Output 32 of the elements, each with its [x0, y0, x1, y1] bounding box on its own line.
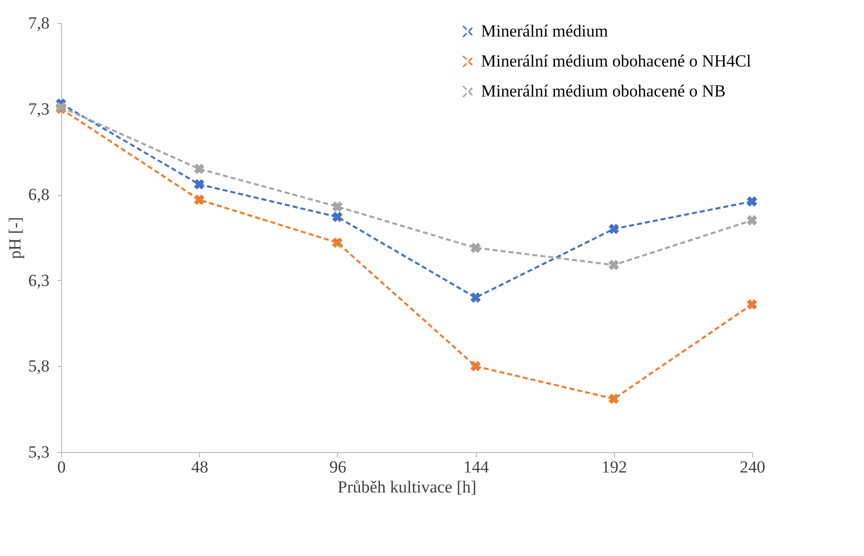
x-tick-label: 0: [57, 458, 66, 476]
point: [608, 260, 619, 270]
y-tick-label: 5,3: [28, 442, 50, 462]
point: [332, 201, 343, 212]
legend-label: Minerální médium obohacené o NH4Cl: [481, 52, 752, 70]
y-tick-label: 7,8: [28, 14, 50, 32]
legend-label: Minerální médium obohacené o NB: [481, 82, 726, 100]
point: [746, 215, 758, 226]
point: [470, 361, 481, 372]
x-tick-label: 48: [191, 458, 208, 476]
y-tick-label: 7,3: [28, 99, 50, 118]
y-axis-title: pH [-]: [5, 216, 24, 260]
point: [746, 299, 758, 310]
point: [608, 394, 619, 404]
point: [194, 194, 204, 205]
point: [194, 164, 204, 174]
point: [746, 196, 758, 207]
point: [470, 242, 481, 253]
point: [194, 179, 204, 190]
y-tick-label: 5,8: [28, 356, 50, 376]
point: [470, 292, 481, 303]
x-tick-label: 240: [740, 458, 766, 476]
point: [332, 212, 343, 222]
x-tick-label: 144: [463, 458, 490, 476]
point: [608, 224, 619, 234]
x-tick-label: 96: [329, 458, 346, 476]
x-axis-title: Průběh kultivace [h]: [338, 478, 476, 496]
y-tick-label: 6,8: [28, 185, 50, 204]
x-tick-label: 192: [602, 458, 628, 476]
y-tick-label: 6,3: [28, 270, 50, 290]
point: [332, 237, 343, 248]
legend-label: Minerální médium: [481, 22, 608, 40]
